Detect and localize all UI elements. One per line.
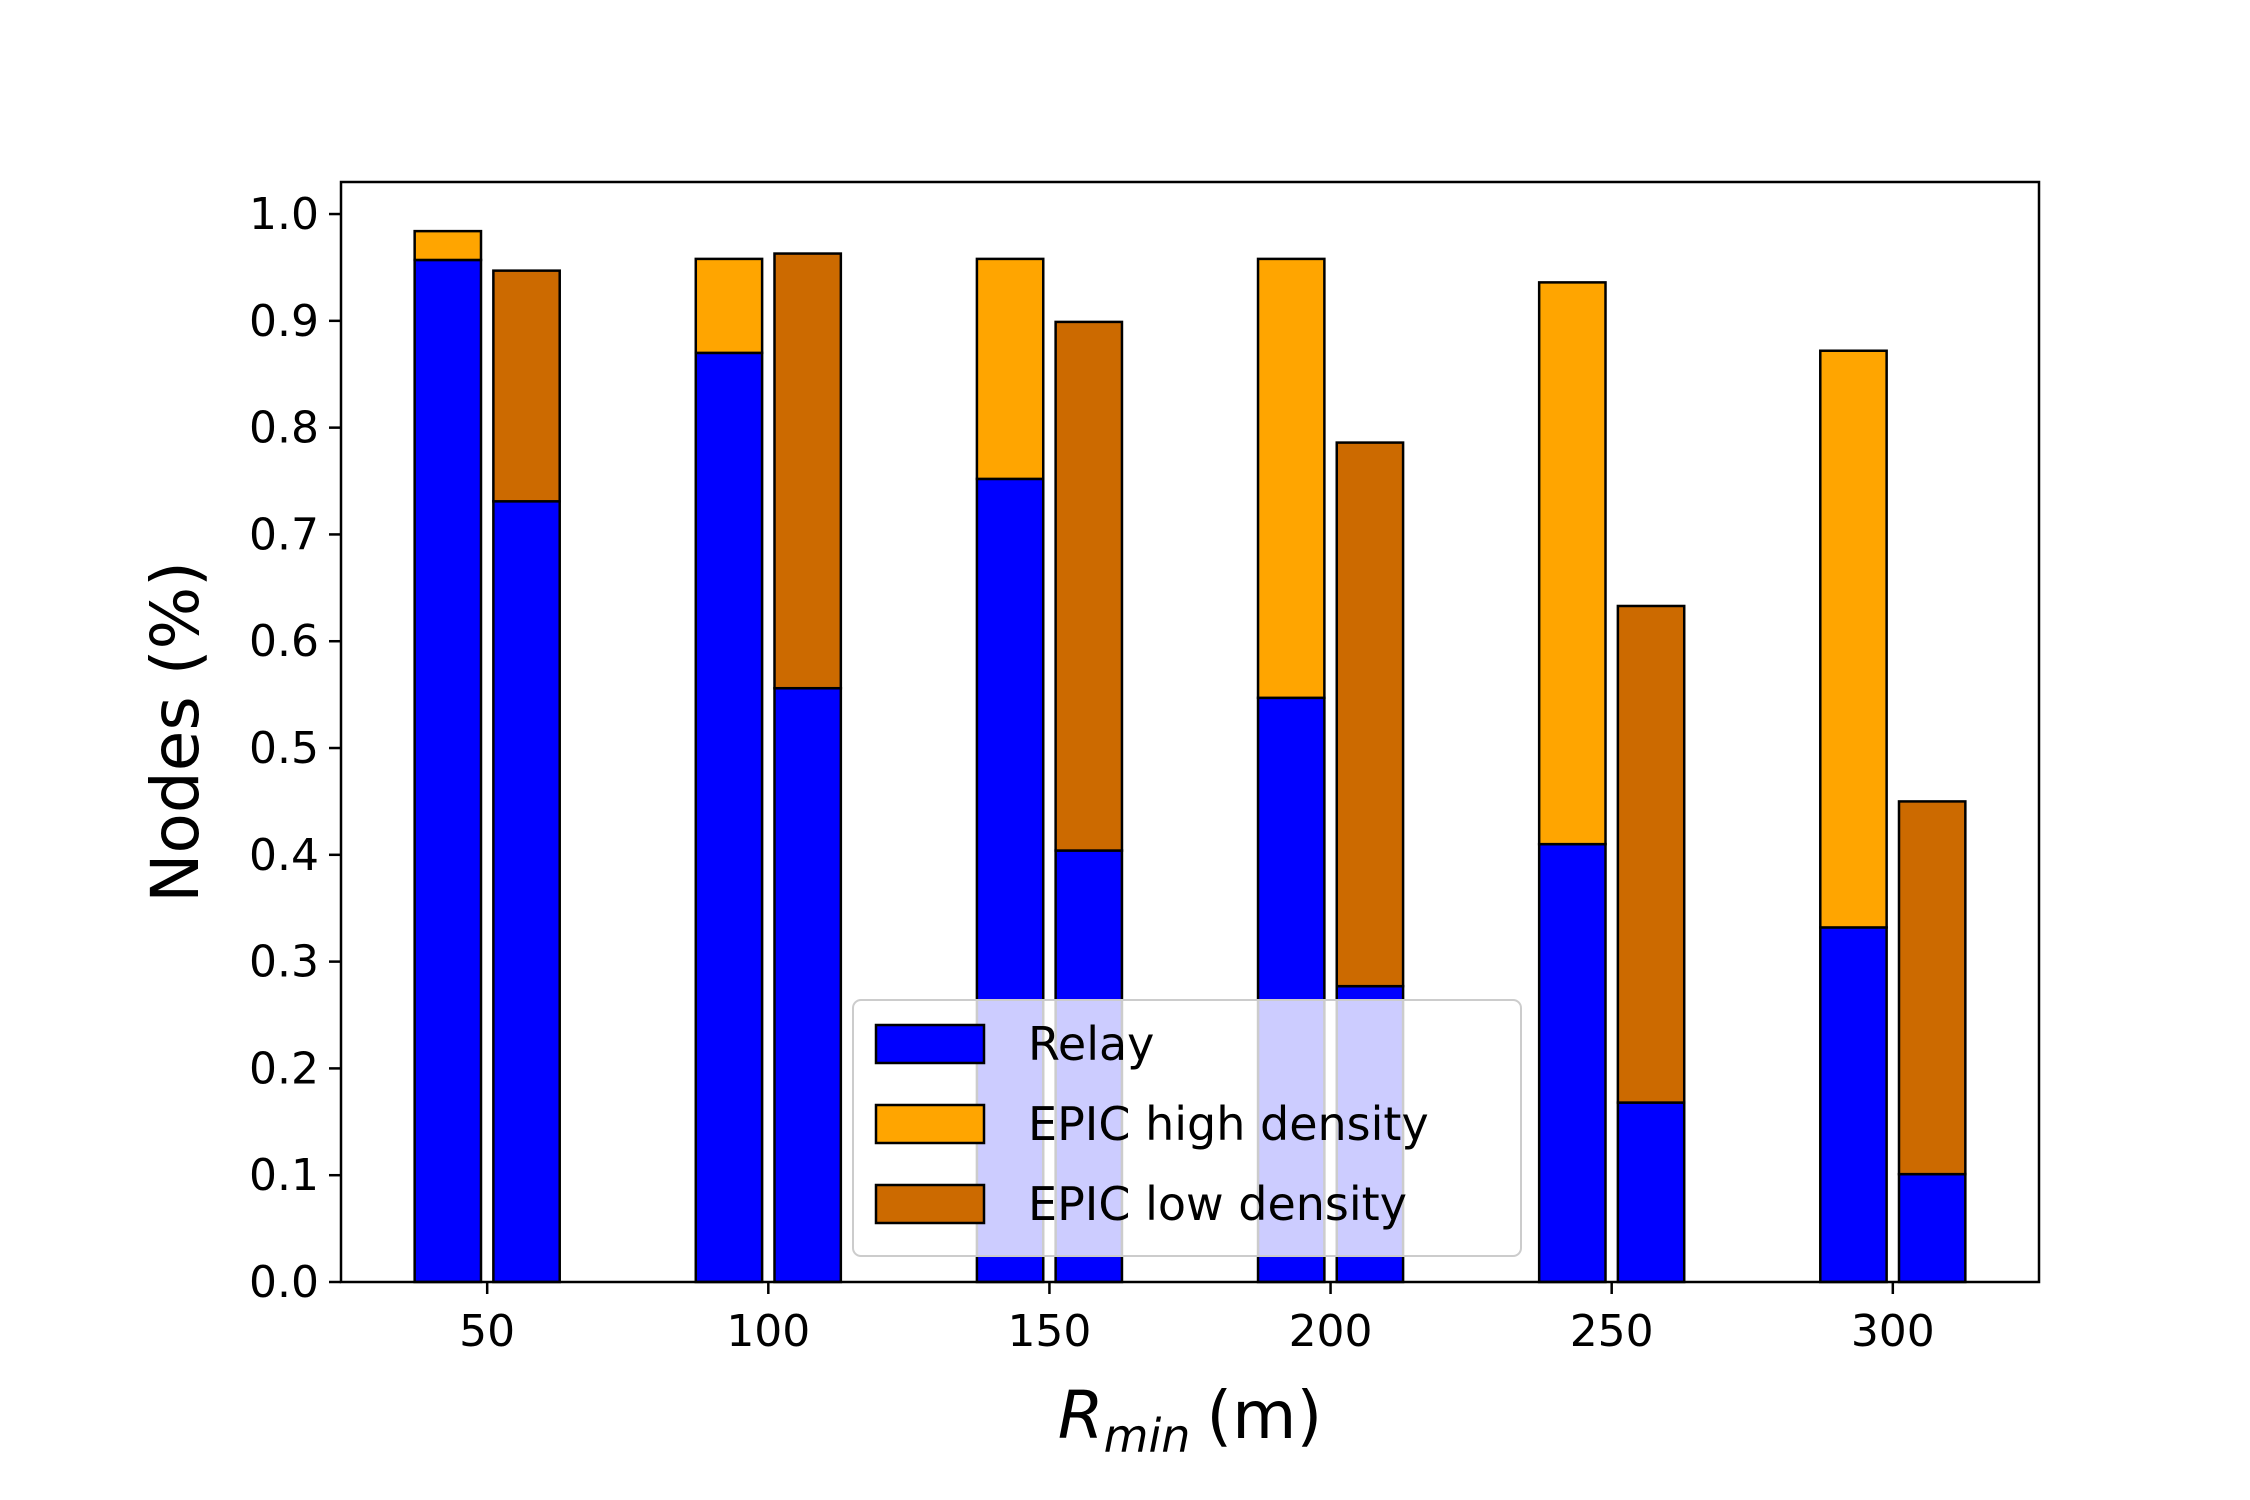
legend-swatch-epic-low-density xyxy=(874,1183,986,1225)
legend-swatch-relay xyxy=(874,1023,986,1065)
x-tick-label: 50 xyxy=(459,1306,515,1357)
bar-epic-low-density xyxy=(773,252,843,690)
y-axis: 0.0 0.1 0.2 0.3 0.4 0.5 0.6 0.7 0.8 0.9 1.0 xyxy=(249,189,341,1308)
y-tick-label: 0.1 xyxy=(249,1150,319,1201)
legend-label-relay: Relay xyxy=(1028,1017,1154,1071)
legend-frame xyxy=(852,999,1522,1257)
bar-epic-high-density xyxy=(1819,349,1888,929)
y-tick-label: 0.7 xyxy=(249,509,319,560)
bar-relay xyxy=(694,351,764,1284)
bar-relay xyxy=(413,258,483,1284)
x-tick-label: 100 xyxy=(726,1306,810,1357)
y-tick-label: 1.0 xyxy=(249,189,319,240)
y-tick-label: 0.6 xyxy=(249,616,319,667)
bar-relay xyxy=(1897,1172,1967,1284)
bar-epic-low-density xyxy=(492,269,561,503)
x-tick-label: 150 xyxy=(1007,1306,1091,1357)
y-tick-label: 0.2 xyxy=(249,1043,319,1094)
x-tick-label: 250 xyxy=(1570,1306,1654,1357)
plot-frame xyxy=(339,180,2041,1284)
bar-relay xyxy=(492,500,561,1284)
bar-epic-high-density xyxy=(413,229,483,262)
y-tick-label: 0.4 xyxy=(249,830,319,881)
legend-label-epic-low-density: EPIC low density xyxy=(1028,1177,1407,1231)
bar-epic-low-density xyxy=(1335,441,1405,988)
bar-epic-high-density xyxy=(1256,257,1326,700)
x-axis-title-main: R xyxy=(1058,1377,1104,1454)
x-axis-title-sub: min xyxy=(1104,1409,1191,1463)
y-tick-label: 0.5 xyxy=(249,723,319,774)
bar-relay xyxy=(1616,1101,1686,1284)
bar-relay xyxy=(1819,926,1888,1284)
legend-label-epic-high-density: EPIC high density xyxy=(1028,1097,1429,1151)
x-axis: 50 100 150 200 250 300 xyxy=(459,1282,1935,1357)
bar-epic-high-density xyxy=(1537,281,1607,846)
bar-epic-low-density xyxy=(1054,320,1124,852)
x-axis-title: Rmin (m) xyxy=(1058,1377,1322,1463)
bar-relay xyxy=(773,686,843,1284)
x-tick-label: 300 xyxy=(1851,1306,1935,1357)
y-tick-label: 0.8 xyxy=(249,403,319,454)
legend-swatch-epic-high-density xyxy=(874,1103,986,1145)
legend: Relay EPIC high density EPIC low density xyxy=(852,999,1522,1257)
bar-epic-low-density xyxy=(1616,604,1686,1104)
y-tick-label: 0.3 xyxy=(249,937,319,988)
y-tick-label: 0.9 xyxy=(249,296,319,347)
x-axis-title-unit: (m) xyxy=(1206,1377,1322,1454)
bar-epic-high-density xyxy=(975,257,1045,481)
bar-relay xyxy=(1537,842,1607,1284)
bar-epic-low-density xyxy=(1897,800,1967,1176)
bar-epic-high-density xyxy=(694,257,764,355)
y-tick-label: 0.0 xyxy=(249,1257,319,1308)
x-tick-label: 200 xyxy=(1289,1306,1373,1357)
y-axis-title: Nodes (%) xyxy=(137,561,214,903)
